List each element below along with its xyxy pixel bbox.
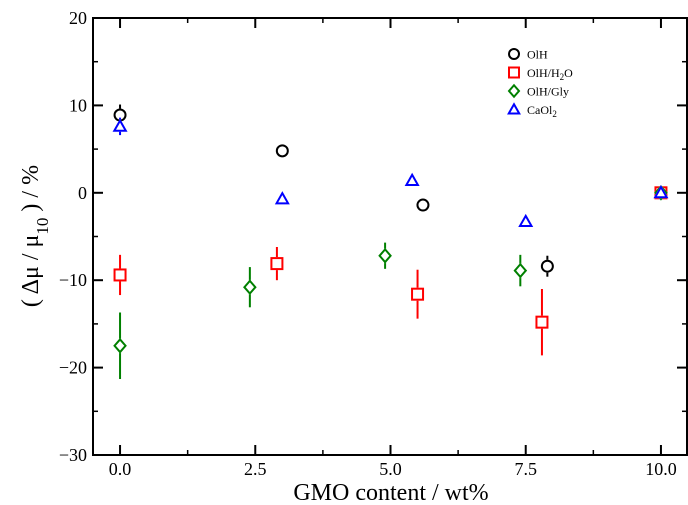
series-olh-gly: [113, 184, 668, 379]
marker-mask: [270, 257, 284, 271]
legend-label: OlH/H2O: [527, 66, 573, 82]
x-tick-label: 0.0: [109, 459, 132, 479]
x-tick-label: 7.5: [514, 459, 537, 479]
data-point: [540, 259, 554, 273]
legend-marker: [508, 48, 520, 60]
legend-label: OlH: [527, 48, 548, 62]
series-layer: [112, 104, 669, 379]
data-point: [243, 279, 257, 296]
marker-mask: [378, 247, 392, 264]
data-point: [653, 184, 669, 199]
marker-mask: [535, 315, 549, 329]
y-tick-label: 20: [69, 8, 87, 28]
series-caol2: [112, 117, 669, 228]
data-point: [270, 257, 284, 271]
marker-mask: [411, 287, 425, 301]
y-tick-label: −30: [59, 445, 87, 465]
legend-marker: [508, 66, 520, 79]
plot-area: [92, 17, 688, 456]
marker-mask: [113, 337, 127, 354]
x-tick-label: 2.5: [244, 459, 267, 479]
data-point: [518, 213, 534, 228]
y-tick-label: −10: [59, 270, 87, 290]
y-tick-label: −20: [59, 358, 87, 378]
data-point: [513, 262, 528, 279]
x-axis-label: GMO content / wt%: [293, 480, 488, 505]
x-tick-label: 5.0: [379, 459, 402, 479]
y-tick-label: 0: [78, 183, 87, 203]
legend-label: OlH/Gly: [527, 85, 569, 99]
data-point: [411, 287, 425, 301]
legend-marker: [507, 83, 521, 99]
marker-mask: [243, 279, 257, 296]
plot-frame: [92, 17, 688, 456]
legend-marker: [507, 102, 521, 115]
y-tick-label: 10: [69, 95, 87, 115]
data-point: [112, 118, 128, 132]
data-point: [113, 268, 127, 282]
legend: OlH OlH/H2O OlH/Gly CaOl2: [507, 48, 573, 119]
data-point: [275, 144, 289, 158]
series-olh: [113, 104, 668, 277]
y-axis-label-sub: 10: [33, 218, 52, 235]
data-point: [113, 337, 127, 354]
data-point: [404, 172, 420, 186]
series-olh-h2o: [113, 186, 668, 356]
y-axis-label: ( Δμ / μ10 ) / %: [18, 165, 52, 307]
marker-mask: [513, 262, 528, 279]
x-tick-label: 10.0: [645, 459, 677, 479]
y-axis-label-suffix: ) / %: [18, 165, 44, 218]
legend-label: CaOl2: [527, 103, 557, 119]
data-point: [274, 191, 290, 205]
marker-mask: [113, 268, 127, 282]
data-point: [378, 247, 392, 264]
data-point: [535, 315, 549, 329]
data-point: [654, 184, 668, 201]
x-axis: 0.0 2.5 5.0 7.5 10.0: [109, 18, 677, 479]
y-axis-label-prefix: ( Δμ / μ: [18, 235, 44, 308]
data-point: [416, 198, 430, 212]
y-axis: −30 −20 −10 0 10 20: [59, 8, 687, 465]
